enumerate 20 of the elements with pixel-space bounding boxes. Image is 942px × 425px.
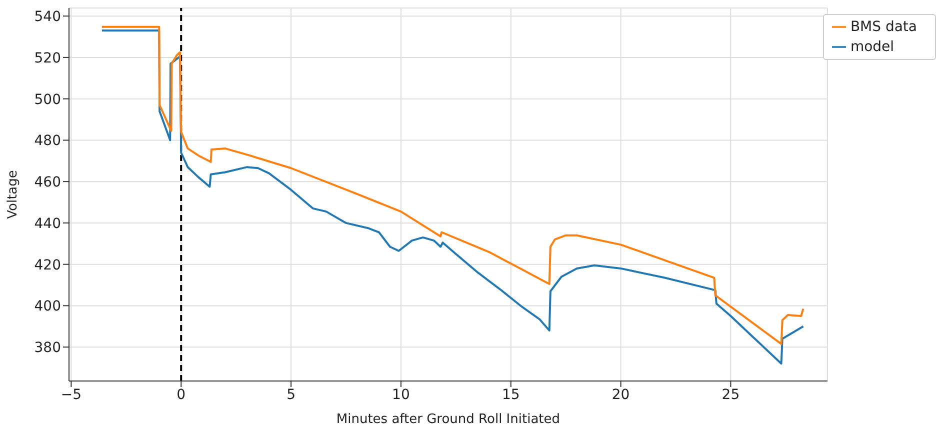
x-tick-label: 5 bbox=[286, 386, 296, 403]
y-tick-label: 520 bbox=[34, 50, 61, 66]
x-tick-label: 25 bbox=[722, 386, 740, 403]
y-tick-label: 380 bbox=[34, 340, 61, 356]
x-tick-label: 10 bbox=[392, 386, 410, 403]
y-tick-label: 440 bbox=[34, 216, 61, 232]
x-tick-label: 0 bbox=[176, 386, 186, 403]
y-tick-label: 480 bbox=[34, 133, 61, 150]
x-axis-title: Minutes after Ground Roll Initiated bbox=[336, 412, 560, 425]
x-tick-label: 20 bbox=[612, 386, 630, 403]
x-tick-label: 15 bbox=[502, 386, 520, 403]
x-tick-label: −5 bbox=[60, 386, 82, 403]
y-axis-title: Voltage bbox=[6, 170, 21, 219]
y-tick-label: 540 bbox=[34, 9, 61, 26]
y-tick-label: 420 bbox=[34, 257, 61, 274]
legend-label: BMS data bbox=[850, 19, 917, 35]
y-tick-label: 500 bbox=[34, 92, 61, 108]
y-tick-label: 400 bbox=[34, 298, 61, 315]
y-tick-label: 460 bbox=[34, 174, 61, 191]
legend-label: model bbox=[850, 39, 894, 55]
